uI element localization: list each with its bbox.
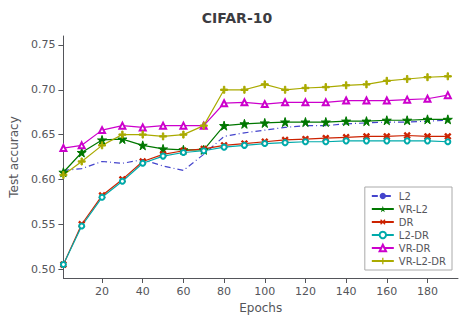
svg-text:0.60: 0.60 [31,173,56,186]
svg-text:0.75: 0.75 [31,38,56,51]
svg-text:120: 120 [295,285,316,298]
svg-text:0.65: 0.65 [31,128,56,141]
svg-text:160: 160 [376,285,397,298]
svg-text:80: 80 [217,285,231,298]
svg-text:60: 60 [176,285,190,298]
svg-text:100: 100 [254,285,275,298]
svg-text:CIFAR-10: CIFAR-10 [202,10,273,26]
svg-text:VR-L2: VR-L2 [399,204,428,215]
svg-text:L2-DR: L2-DR [399,230,429,241]
svg-text:VR-L2-DR: VR-L2-DR [399,256,446,267]
svg-text:20: 20 [95,285,109,298]
svg-text:40: 40 [136,285,150,298]
svg-text:VR-DR: VR-DR [399,243,431,254]
svg-text:140: 140 [336,285,357,298]
svg-text:180: 180 [417,285,438,298]
svg-text:L2: L2 [399,191,411,202]
svg-text:Test accuracy: Test accuracy [7,116,21,199]
svg-text:0.70: 0.70 [31,83,56,96]
svg-text:Epochs: Epochs [239,301,282,315]
svg-text:0.50: 0.50 [31,263,56,276]
svg-text:0.55: 0.55 [31,218,56,231]
svg-text:DR: DR [399,217,414,228]
